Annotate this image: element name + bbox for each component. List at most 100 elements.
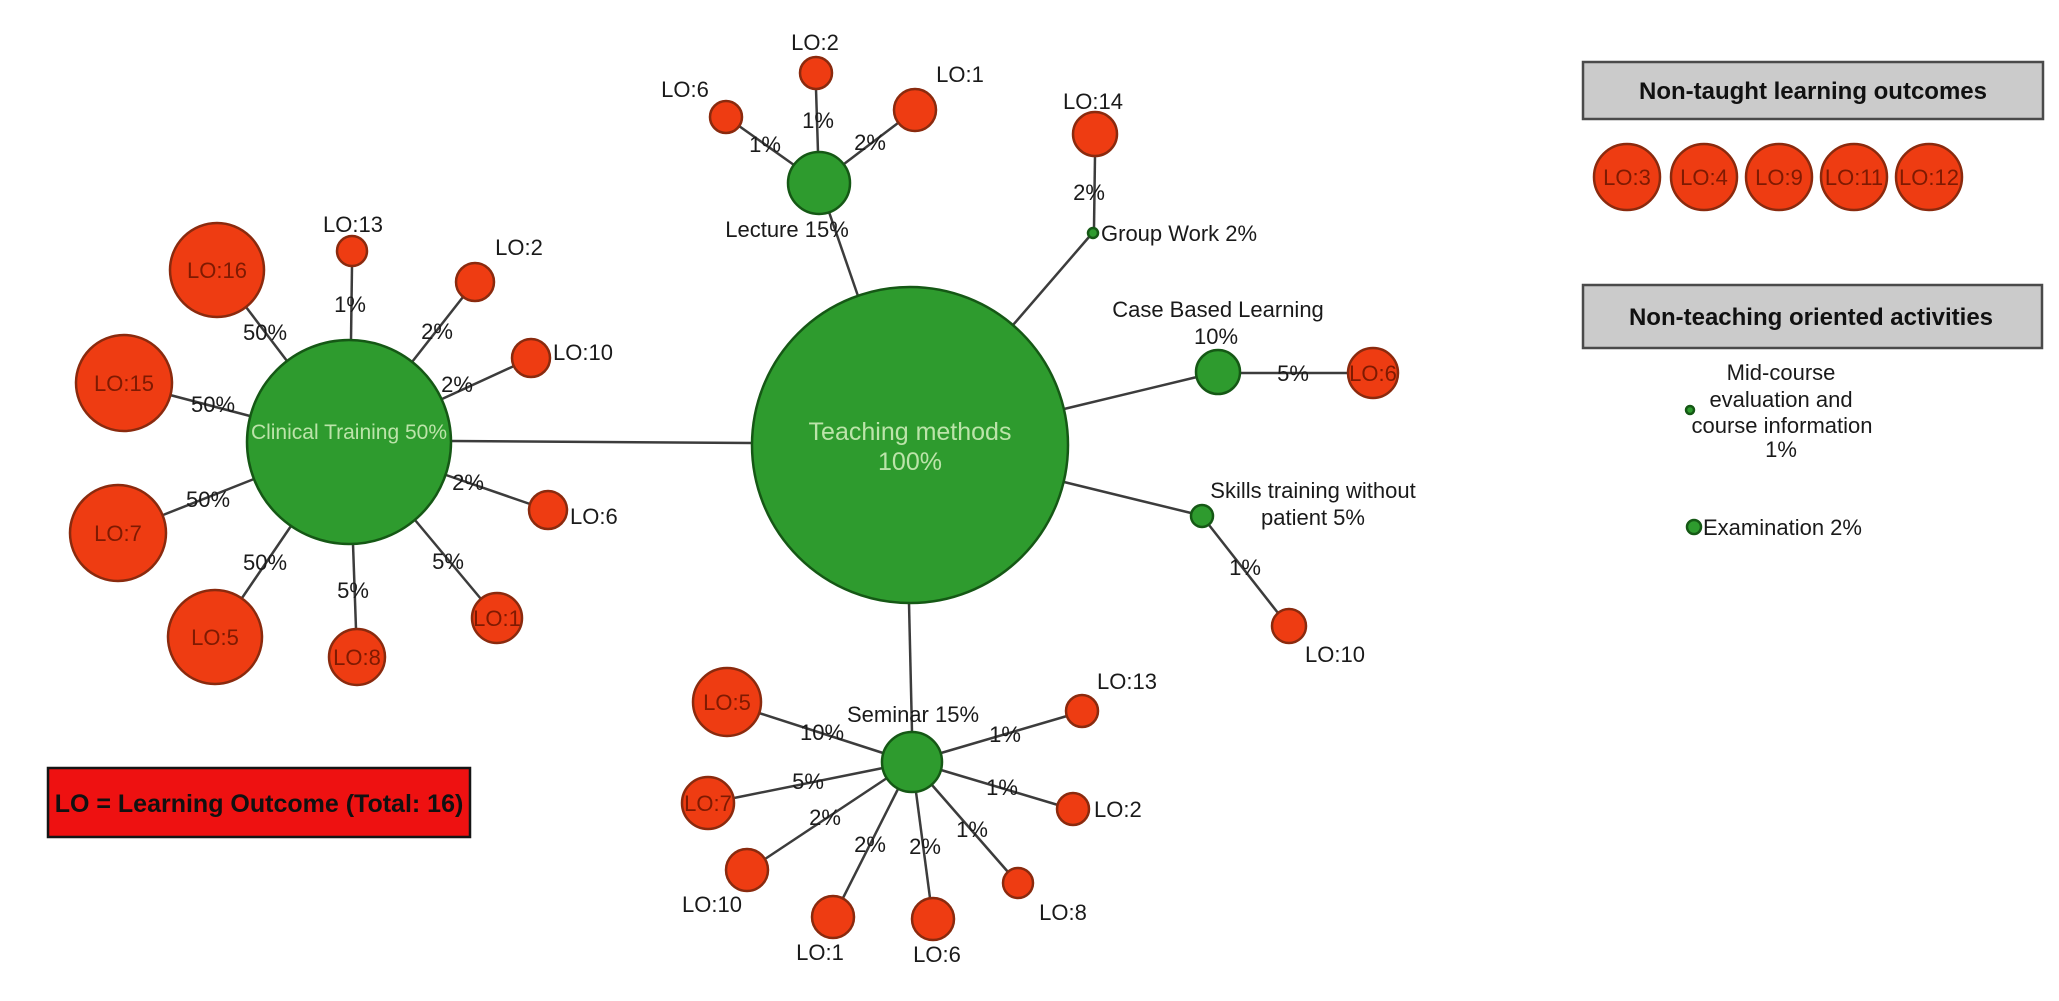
- teaching-methods-circle: [750, 285, 1070, 605]
- midcourse-label-line3: course information: [1692, 413, 1873, 438]
- lo13-pct: 1%: [334, 292, 366, 317]
- seminar-lo5-circle: [691, 666, 763, 738]
- lo2-pct: 2%: [421, 319, 453, 344]
- lecture-lo1-circle: [892, 87, 938, 133]
- edge-clinical-lo16: [245, 306, 288, 362]
- seminar-lo5-label: LO:5: [703, 690, 751, 715]
- seminar-lo6-pct: 2%: [909, 834, 941, 859]
- midcourse-dot: [1684, 404, 1696, 416]
- lo14-pct: 2%: [1073, 180, 1105, 205]
- case-based-lo6-circle: [1346, 346, 1400, 400]
- lecture-lo6-circle: [708, 99, 744, 135]
- teaching-methods-label-line2: 100%: [878, 448, 942, 476]
- seminar-lo6-label: LO:6: [913, 942, 961, 967]
- legend-box: [46, 766, 472, 839]
- case-based-circle: [1194, 348, 1242, 396]
- lo5-label: LO:5: [191, 625, 239, 650]
- edge-seminar-lo2: [940, 768, 1059, 807]
- lo4-circle: [1669, 142, 1739, 212]
- seminar-lo7-circle: [680, 775, 736, 831]
- edge-teaching-seminar: [907, 602, 914, 733]
- skills-lo10-circle: [1270, 607, 1308, 645]
- lo1-label: LO:1: [473, 606, 521, 631]
- seminar-lo7-pct: 5%: [792, 769, 824, 794]
- edge-clinical-lo15: [169, 393, 251, 418]
- lo1-pct: 5%: [432, 549, 464, 574]
- seminar-cluster: Seminar 15% LO:5 10% LO:7 5% LO:10 2% LO…: [680, 666, 1157, 967]
- lo7-label: LO:7: [94, 521, 142, 546]
- seminar-lo13-label: LO:13: [1097, 669, 1157, 694]
- clinical-training-cluster: Clinical Training 50% LO:16 50% LO:13 1%…: [68, 212, 618, 687]
- seminar-lo2-circle: [1055, 791, 1091, 827]
- group-work-cluster: Group Work 2% LO:14 2%: [1063, 89, 1257, 246]
- lo14-label: LO:14: [1063, 89, 1123, 114]
- edge-clinical-lo10: [441, 364, 515, 401]
- seminar-lo10-pct: 2%: [809, 805, 841, 830]
- lo14-circle: [1071, 110, 1119, 158]
- seminar-label: Seminar 15%: [847, 702, 979, 727]
- case-based-title: Case Based Learning: [1112, 297, 1324, 322]
- seminar-lo8-pct: 1%: [956, 817, 988, 842]
- lecture-label: Lecture 15%: [725, 217, 849, 242]
- edge-seminar-lo5: [758, 711, 884, 755]
- lo8-circle: [327, 627, 387, 687]
- seminar-lo6-circle: [910, 896, 956, 942]
- edge-lecture-lo6: [738, 124, 795, 167]
- seminar-lo5-pct: 10%: [800, 720, 844, 745]
- examination-label: Examination 2%: [1703, 515, 1862, 540]
- seminar-lo1-pct: 2%: [854, 832, 886, 857]
- lo16-pct: 50%: [243, 320, 287, 345]
- non-teaching-header-title: Non-teaching oriented activities: [1629, 304, 1993, 331]
- lecture-lo2-pct: 1%: [802, 108, 834, 133]
- lo7-pct: 50%: [186, 487, 230, 512]
- case-based-pct: 10%: [1194, 324, 1238, 349]
- lo12-label: LO:12: [1899, 165, 1959, 190]
- edge-groupwork-lo14: [1092, 155, 1097, 229]
- lo12-circle: [1894, 142, 1964, 212]
- seminar-lo8-label: LO:8: [1039, 900, 1087, 925]
- edge-seminar-lo13: [940, 714, 1068, 755]
- seminar-lo1-label: LO:1: [796, 940, 844, 965]
- edge-clinical-lo2: [411, 296, 464, 363]
- edge-clinical-lo8: [351, 543, 358, 630]
- edge-lecture-lo1: [843, 122, 899, 165]
- non-taught-header-title: Non-taught learning outcomes: [1639, 78, 1987, 105]
- teaching-methods-node: Teaching methods 100%: [750, 285, 1070, 605]
- lo8-pct: 5%: [337, 578, 369, 603]
- group-work-dot: [1086, 226, 1100, 240]
- lo2-circle: [454, 261, 496, 303]
- skills-lo10-label: LO:10: [1305, 642, 1365, 667]
- lo15-label: LO:15: [94, 371, 154, 396]
- edge-teaching-casebased: [1063, 375, 1198, 411]
- lo13-circle: [335, 234, 369, 268]
- non-taught-header-box: [1581, 60, 2045, 121]
- clinical-training-circle: [245, 338, 453, 546]
- non-teaching-panel: Non-teaching oriented activities Mid-cou…: [1581, 283, 2044, 540]
- seminar-lo8-circle: [1001, 866, 1035, 900]
- edge-clinical-lo7: [162, 477, 255, 517]
- edges: [162, 88, 1348, 899]
- lo9-label: LO:9: [1755, 165, 1803, 190]
- skills-title-line2: patient 5%: [1261, 505, 1365, 530]
- edge-seminar-lo8: [931, 784, 1009, 873]
- edge-seminar-lo1: [841, 788, 900, 899]
- seminar-lo10-circle: [724, 847, 770, 893]
- lo1-circle: [470, 591, 524, 645]
- case-based-learning-cluster: Case Based Learning 10% LO:6 5%: [1112, 297, 1400, 400]
- midcourse-label-line1: Mid-course: [1727, 360, 1836, 385]
- edge-clinical-lo5: [240, 525, 293, 599]
- legend-text: LO = Learning Outcome (Total: 16): [55, 790, 464, 818]
- legend: LO = Learning Outcome (Total: 16): [46, 766, 472, 839]
- skills-training-cluster: Skills training without patient 5% LO:10…: [1189, 478, 1416, 667]
- non-taught-panel: Non-taught learning outcomes LO:3 LO:4 L…: [1581, 60, 2045, 212]
- lo5-pct: 50%: [243, 550, 287, 575]
- lo6-circle: [527, 489, 569, 531]
- seminar-circle: [880, 730, 944, 794]
- lo10-label: LO:10: [553, 340, 613, 365]
- lo15-pct: 50%: [191, 392, 235, 417]
- non-teaching-header-box: [1581, 283, 2044, 350]
- clinical-training-label: Clinical Training 50%: [251, 421, 447, 444]
- skills-lo10-pct: 1%: [1229, 555, 1261, 580]
- edge-lecture-teaching: [827, 211, 860, 297]
- lecture-lo6-pct: 1%: [749, 132, 781, 157]
